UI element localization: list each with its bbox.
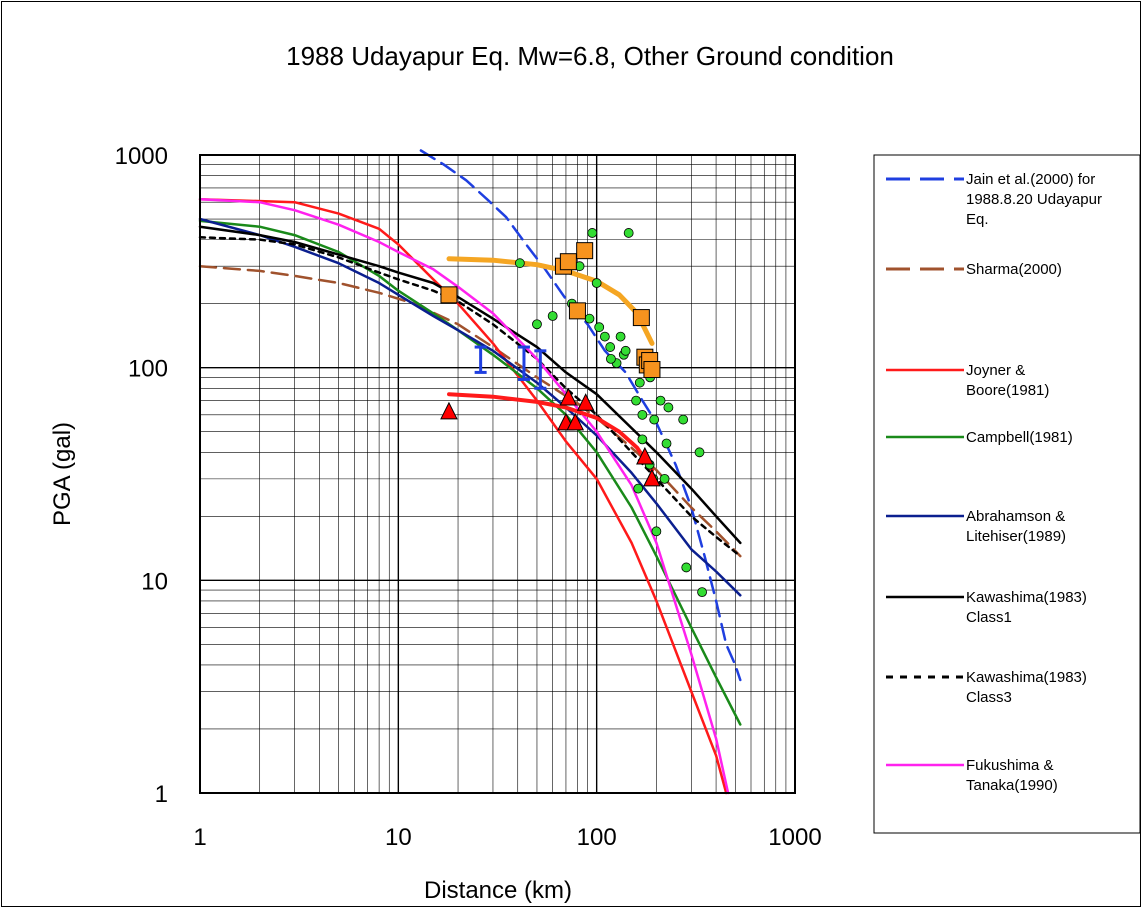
- legend-label: Sharma(2000): [966, 261, 1062, 278]
- legend-label: Class1: [966, 609, 1012, 626]
- legend-label: Jain et al.(2000) for: [966, 171, 1095, 188]
- data-point-circle: [655, 395, 666, 406]
- curve-series-9: [447, 392, 654, 473]
- data-point-circle: [634, 377, 645, 388]
- curve-series-5: [198, 225, 742, 545]
- data-point-circle: [663, 402, 674, 413]
- data-point-circle: [532, 319, 542, 330]
- legend-label: Kawashima(1983): [966, 589, 1087, 606]
- data-markers: [440, 228, 707, 598]
- tick-labels: 1 10 100 1000 1 10 100 1000: [115, 143, 822, 851]
- data-point-square: [440, 286, 458, 304]
- chart-title: 1988 Udayapur Eq. Mw=6.8, Other Ground c…: [286, 41, 894, 71]
- legend-item: Fukushima & Tanaka(1990): [886, 757, 1058, 794]
- legend-label: Campbell(1981): [966, 429, 1073, 446]
- data-point-square: [559, 253, 577, 271]
- y-tick-label: 1000: [115, 143, 168, 170]
- data-point-circle: [594, 322, 605, 333]
- legend-item: Abrahamson & Litehiser(1989): [886, 508, 1066, 545]
- data-point-triangle: [576, 393, 595, 411]
- legend-label: Fukushima &: [966, 757, 1054, 774]
- legend-label: Class3: [966, 689, 1012, 706]
- legend-label: 1988.8.20 Udayapur: [966, 191, 1102, 208]
- legend: Jain et al.(2000) for 1988.8.20 Udayapur E…: [886, 171, 1102, 794]
- curve-series-4: [198, 217, 742, 597]
- data-point-circle: [651, 526, 662, 537]
- data-point-circle: [605, 342, 616, 352]
- y-tick-label: 1: [155, 781, 168, 808]
- data-point-circle: [615, 331, 626, 342]
- legend-item: Jain et al.(2000) for 1988.8.20 Udayapur E…: [886, 171, 1102, 228]
- grid: [200, 155, 795, 793]
- legend-label: Tanaka(1990): [966, 777, 1058, 794]
- data-point-circle: [599, 331, 610, 342]
- x-tick-label: 10: [385, 824, 412, 851]
- data-point-circle: [678, 414, 689, 425]
- data-point-triangle: [559, 387, 578, 406]
- x-tick-label: 1: [193, 824, 206, 851]
- data-point-square: [568, 302, 586, 320]
- y-tick-label: 10: [141, 568, 168, 595]
- data-point-circle: [697, 587, 707, 598]
- data-point-circle: [623, 228, 634, 238]
- x-axis-label: Distance (km): [424, 877, 572, 904]
- x-tick-label: 100: [577, 824, 617, 851]
- data-point-circle: [620, 345, 631, 356]
- legend-item: Kawashima(1983) Class1: [886, 589, 1087, 626]
- data-point-circle: [606, 353, 616, 364]
- data-point-circle: [637, 409, 648, 420]
- curve-series-7: [198, 197, 730, 795]
- data-point-circle: [694, 447, 705, 458]
- error-bar: [534, 349, 547, 390]
- legend-item: Kawashima(1983) Class3: [886, 669, 1087, 706]
- data-point-triangle: [440, 401, 458, 420]
- legend-label: Litehiser(1989): [966, 528, 1066, 545]
- data-point-square: [576, 242, 594, 260]
- error-bar: [517, 345, 530, 381]
- curve-series-0: [419, 149, 742, 682]
- data-point-circle: [633, 483, 644, 494]
- curves: [198, 149, 742, 795]
- data-point-square: [643, 361, 661, 379]
- data-point-circle: [591, 278, 602, 288]
- curve-series-8: [446, 256, 655, 346]
- error-bar: [474, 345, 487, 374]
- legend-label: Joyner &: [966, 362, 1025, 379]
- data-point-triangle: [566, 412, 585, 431]
- data-point-triangle: [636, 446, 654, 465]
- data-point-circle: [659, 473, 670, 484]
- data-point-triangle: [643, 468, 661, 487]
- legend-item: Sharma(2000): [886, 261, 1062, 278]
- legend-item: Campbell(1981): [886, 429, 1073, 446]
- data-point-circle: [661, 438, 672, 449]
- data-point-circle: [547, 311, 558, 321]
- data-point-circle: [649, 414, 660, 425]
- data-point-circle: [514, 258, 525, 269]
- data-point-circle: [584, 313, 595, 324]
- legend-box: [873, 154, 1141, 834]
- legend-label: Kawashima(1983): [966, 669, 1087, 686]
- legend-label: Abrahamson &: [966, 508, 1065, 525]
- y-tick-label: 100: [128, 356, 168, 383]
- x-tick-label: 1000: [768, 824, 821, 851]
- curve-series-2: [198, 197, 728, 795]
- data-point-circle: [681, 562, 692, 573]
- legend-label: Eq.: [966, 211, 989, 228]
- data-point-circle: [587, 228, 598, 238]
- legend-label: Boore(1981): [966, 382, 1049, 399]
- curve-series-6: [198, 236, 742, 558]
- data-point-circle: [631, 395, 641, 406]
- y-axis-label: PGA (gal): [49, 422, 76, 526]
- plot-border: [199, 154, 796, 794]
- data-point-circle: [637, 434, 648, 445]
- data-point-square: [632, 309, 650, 327]
- legend-item: Joyner & Boore(1981): [886, 362, 1049, 399]
- curve-series-1: [198, 264, 742, 558]
